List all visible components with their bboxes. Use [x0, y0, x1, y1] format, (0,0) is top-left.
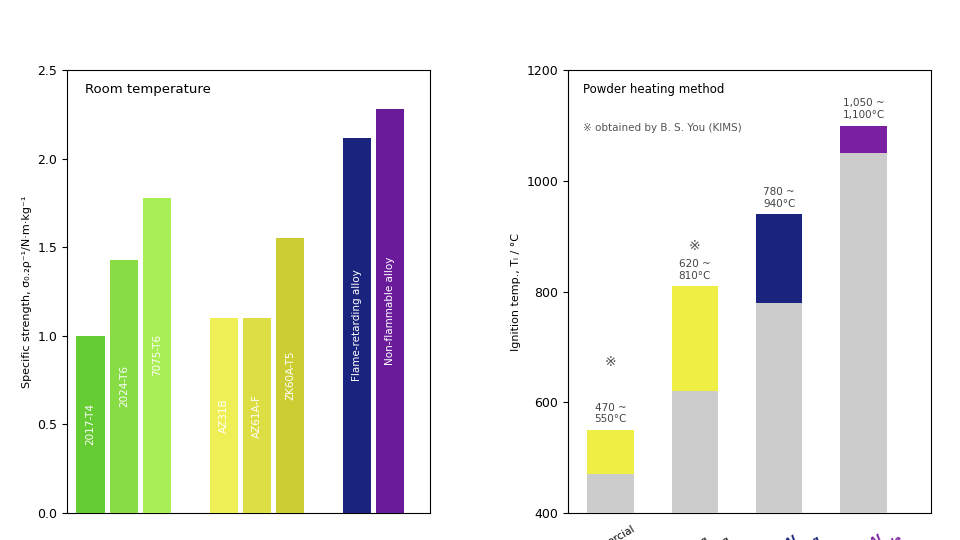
Bar: [376, 109, 404, 513]
Bar: [109, 260, 138, 513]
Text: Existing
flame-retarding
Mg alloy: Existing flame-retarding Mg alloy: [651, 524, 738, 540]
Text: 7075-T6: 7075-T6: [152, 334, 162, 376]
Bar: [588, 430, 634, 474]
Text: Commercial
Mg alloy: Commercial Mg alloy: [578, 524, 643, 540]
Text: Room temperature: Room temperature: [85, 84, 211, 97]
Bar: [840, 153, 887, 513]
Text: 780 ~
940°C: 780 ~ 940°C: [763, 187, 796, 208]
Bar: [756, 214, 803, 302]
Bar: [343, 138, 372, 513]
Bar: [243, 318, 271, 513]
Bar: [672, 391, 718, 513]
Text: 620 ~
810°C: 620 ~ 810°C: [679, 259, 711, 280]
Text: Powder heating method: Powder heating method: [583, 84, 724, 97]
Text: 470 ~
550°C: 470 ~ 550°C: [594, 403, 627, 424]
Bar: [672, 286, 718, 391]
Bar: [209, 318, 238, 513]
Text: AZ61A-F: AZ61A-F: [252, 394, 262, 437]
Text: 2017-T4: 2017-T4: [85, 403, 95, 446]
Text: AZ31B: AZ31B: [219, 399, 228, 433]
Text: ※: ※: [605, 355, 616, 369]
Text: KUMADAI
Non-flammable
Mg alloy: KUMADAI Non-flammable Mg alloy: [817, 524, 910, 540]
Text: KUMADAI
Flame-retarding
Mg alloy: KUMADAI Flame-retarding Mg alloy: [730, 524, 828, 540]
Y-axis label: Ignition temp., Tᵢ / °C: Ignition temp., Tᵢ / °C: [511, 233, 521, 350]
Bar: [840, 126, 887, 153]
Y-axis label: Specific strength, σ₀.₂ρ⁻¹/N·m·kg⁻¹: Specific strength, σ₀.₂ρ⁻¹/N·m·kg⁻¹: [22, 195, 32, 388]
Text: 1,050 ~
1,100°C: 1,050 ~ 1,100°C: [843, 98, 885, 120]
Text: ※ obtained by B. S. You (KIMS): ※ obtained by B. S. You (KIMS): [583, 123, 741, 133]
Bar: [143, 198, 171, 513]
Bar: [77, 336, 105, 513]
Bar: [588, 474, 634, 513]
Text: 2024-T6: 2024-T6: [119, 366, 129, 407]
Text: ※: ※: [689, 239, 701, 253]
Bar: [756, 302, 803, 513]
Text: ZK60A-T5: ZK60A-T5: [285, 351, 296, 401]
Text: Flame-retarding alloy: Flame-retarding alloy: [352, 269, 362, 381]
Text: Non-flammable alloy: Non-flammable alloy: [385, 257, 396, 365]
Bar: [276, 239, 304, 513]
